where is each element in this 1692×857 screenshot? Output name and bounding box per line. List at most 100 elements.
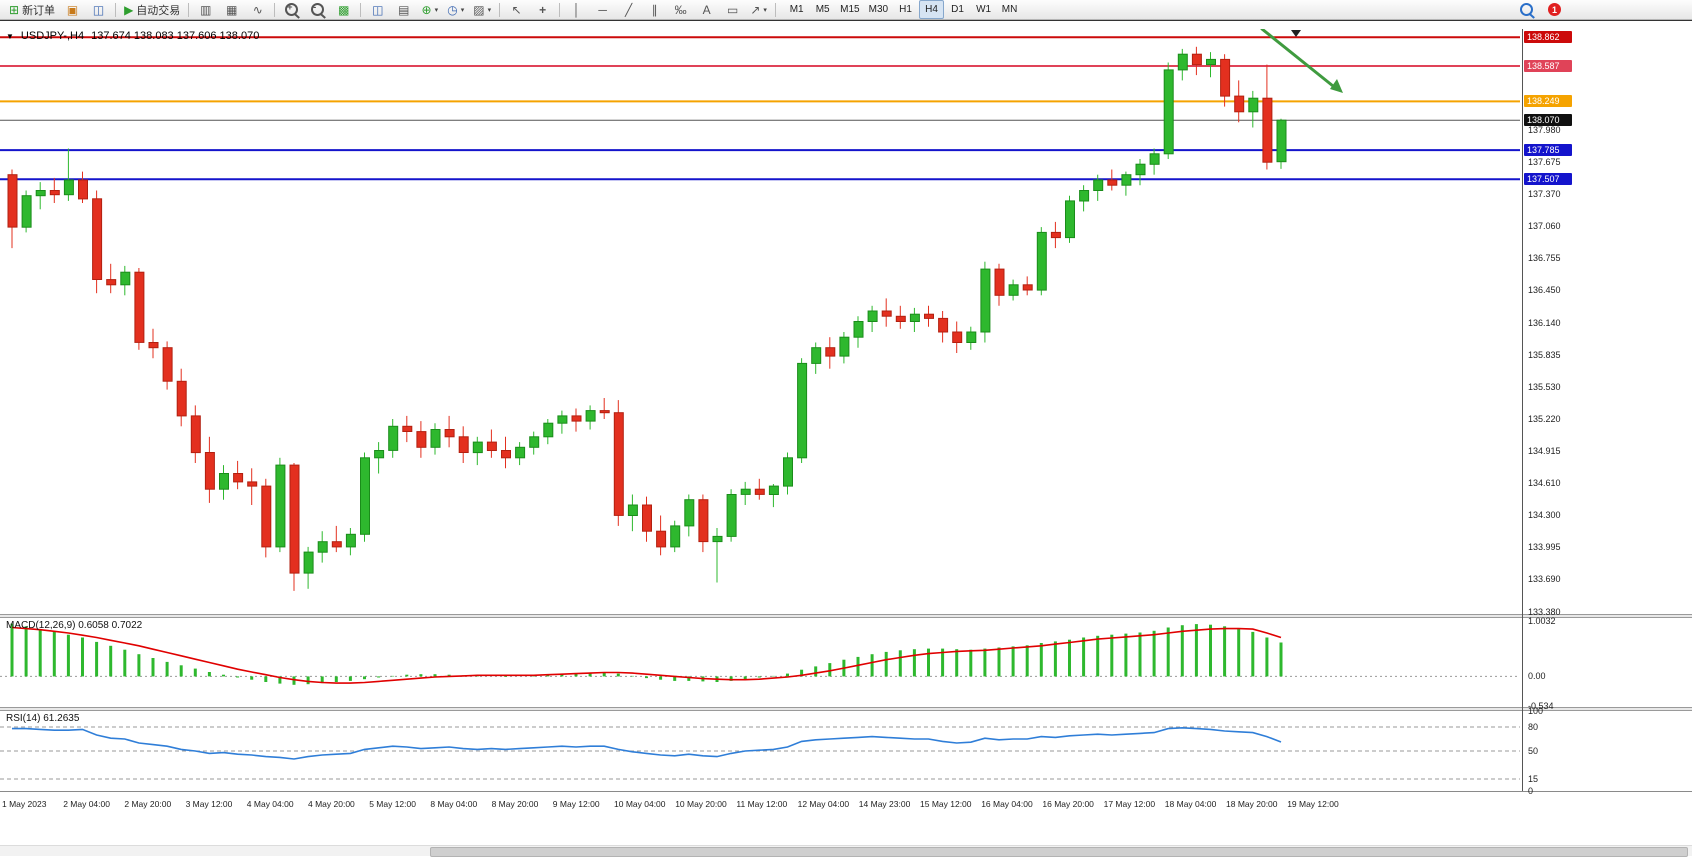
timeframe-m30-button[interactable]: M30 [868, 4, 889, 15]
horizontal-line-button[interactable]: ─ [590, 0, 615, 19]
zoom-in-button[interactable]: + [279, 0, 304, 19]
price-axis-label: 136.755 [1528, 253, 1561, 264]
candle [571, 408, 582, 432]
candle-body [1093, 179, 1104, 191]
candle-body [219, 473, 229, 490]
candle [811, 342, 822, 374]
candle-body [7, 174, 18, 228]
period-button[interactable]: ◷ ▾ [443, 0, 468, 19]
candle-body [360, 457, 370, 535]
price-tag-138.070: 138.070 [1524, 114, 1572, 127]
candle-body [1163, 69, 1174, 155]
crosshair-button[interactable]: + [530, 0, 555, 19]
candle-body [881, 310, 892, 317]
macd-pane[interactable] [0, 618, 1522, 707]
candle [1079, 185, 1090, 212]
candle-body [49, 190, 60, 196]
search-button[interactable] [1514, 0, 1539, 19]
timeframe-h1-button[interactable]: H1 [899, 4, 912, 15]
timeframe-m15-button[interactable]: M15 [840, 4, 860, 15]
arrange-charts-button[interactable]: ◫ [365, 0, 390, 19]
candle [106, 263, 117, 294]
template-icon: ▨ [473, 2, 485, 17]
zoom-out-button[interactable]: - [305, 0, 330, 19]
cursor-button[interactable]: ↖ [504, 0, 529, 19]
price-axis-label: 134.300 [1528, 510, 1561, 521]
scrollbar-thumb[interactable] [430, 847, 1688, 857]
candle-body [1191, 53, 1202, 66]
time-axis-label: 4 May 04:00 [246, 799, 294, 809]
one-click-trading-toggle[interactable]: ▼ [6, 31, 14, 41]
timeframe-m1-button[interactable]: M1 [789, 4, 804, 15]
candle [712, 528, 723, 583]
new-order-button[interactable]: ⊞ 新订单 [5, 0, 59, 19]
candle-body [867, 310, 878, 322]
bars-chart-button[interactable]: ▥ [193, 0, 218, 19]
vertical-line-icon: │ [572, 2, 581, 17]
trend-arrow-annotation[interactable] [1260, 29, 1335, 88]
notification-badge[interactable]: 1 [1548, 3, 1561, 16]
rsi-axis-label: 15 [1528, 774, 1539, 784]
price-tag-137.507: 137.507 [1524, 173, 1572, 186]
cursor-icon: ↖ [511, 2, 522, 17]
candle [35, 182, 46, 210]
candle-body [374, 450, 385, 459]
candle [317, 531, 328, 563]
timeframe-h4-button[interactable]: H4 [919, 0, 945, 19]
timeframe-w1-button[interactable]: W1 [976, 4, 992, 15]
new-order-icon: ⊞ [9, 2, 20, 17]
zoom-out-icon: - [311, 2, 325, 16]
candle-body [1234, 95, 1245, 113]
timeframe-m5-button[interactable]: M5 [815, 4, 830, 15]
price-axis-label: 133.380 [1528, 606, 1561, 617]
pane-separator[interactable] [0, 707, 1692, 711]
trend-arrow-head[interactable] [1330, 79, 1343, 93]
indicator-list-icon: ▤ [398, 2, 410, 17]
horizontal-scrollbar[interactable] [0, 845, 1692, 857]
candle-body [797, 362, 808, 459]
candle [458, 426, 469, 463]
candle [219, 465, 229, 500]
text-label-button[interactable]: ▭ [720, 0, 745, 19]
candle-body [599, 410, 610, 414]
tile-windows-button[interactable]: ▩ [331, 0, 356, 19]
template-button[interactable]: ▨ ▾ [469, 0, 495, 19]
candle [388, 419, 399, 458]
profiles-button[interactable]: ◫ [86, 0, 111, 19]
time-axis-label: 2 May 04:00 [63, 799, 110, 809]
candle-body [627, 504, 638, 516]
rsi-pane[interactable] [0, 711, 1522, 791]
macd-indicator-label: MACD(12,26,9) 0.6058 0.7022 [6, 620, 143, 631]
line-chart-button[interactable]: ∿ [245, 0, 270, 19]
vertical-line-button[interactable]: │ [564, 0, 589, 19]
text-button[interactable]: A [694, 0, 719, 19]
candle [275, 457, 286, 553]
arrows-button[interactable]: ↗ ▾ [746, 0, 771, 19]
timeframe-d1-button[interactable]: D1 [951, 4, 964, 15]
candle-body [21, 195, 32, 228]
pane-separator[interactable] [0, 614, 1692, 618]
candle [994, 263, 1005, 306]
timeframe-mn-button[interactable]: MN [1001, 4, 1018, 15]
candle [430, 423, 441, 455]
new-order-label: 新订单 [22, 4, 56, 17]
candle [1065, 195, 1075, 243]
candle-body [557, 415, 568, 424]
main-price-chart[interactable] [0, 29, 1522, 614]
price-tag-138.587: 138.587 [1524, 60, 1572, 72]
text-icon: A [702, 2, 711, 17]
candle [233, 460, 244, 490]
candle [839, 332, 850, 364]
chart-window-button[interactable]: ▣ [60, 0, 85, 19]
trendline-button[interactable]: ╱ [616, 0, 641, 19]
candlestick-chart-button[interactable]: ▦ [219, 0, 244, 19]
channel-button[interactable]: ∥ [642, 0, 667, 19]
candle [1050, 221, 1061, 249]
add-indicator-button[interactable]: ⊕ ▾ [417, 0, 442, 19]
chart-shift-marker[interactable] [1291, 30, 1301, 37]
price-axis-label: 134.610 [1528, 477, 1561, 488]
auto-trading-button[interactable]: ▶ 自动交易 [120, 0, 184, 19]
fibonacci-button[interactable]: ‰ [668, 0, 693, 19]
indicator-list-button[interactable]: ▤ [391, 0, 416, 19]
time-axis-label: 9 May 12:00 [552, 799, 600, 809]
